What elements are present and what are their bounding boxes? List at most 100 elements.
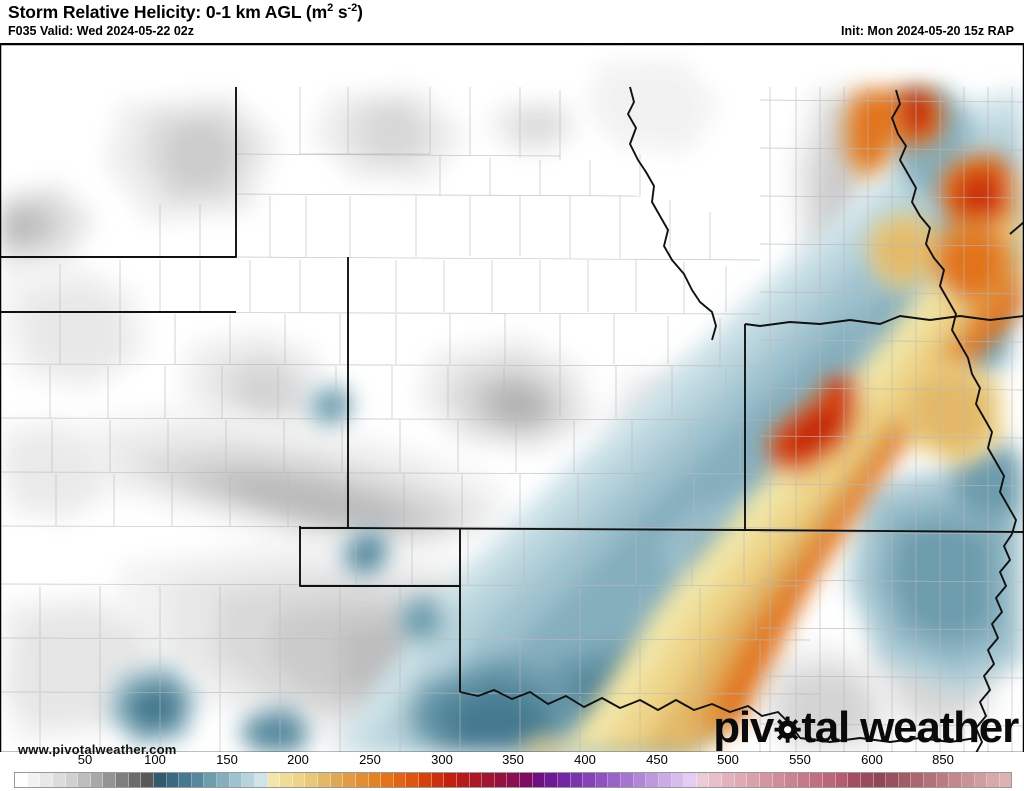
colorbar-swatch — [709, 773, 722, 787]
colorbar-swatch — [431, 773, 445, 787]
state-boundaries — [0, 86, 1024, 752]
colorbar-swatch — [330, 773, 344, 787]
colorbar-swatch — [848, 773, 861, 787]
colorbar-swatch — [785, 773, 798, 787]
colorbar-swatch — [961, 773, 975, 787]
colorbar-swatch — [595, 773, 609, 787]
colorbar-swatch — [671, 773, 685, 787]
grayscale-field — [0, 59, 1010, 752]
watermark-url: www.pivotalweather.com — [18, 742, 177, 757]
colorbar-swatch — [393, 773, 407, 787]
colorbar-swatch — [343, 773, 356, 787]
colorbar-swatch — [355, 773, 369, 787]
colorbar-swatch — [974, 773, 988, 787]
colorbar-swatch — [128, 773, 142, 787]
colorbar-swatch — [141, 773, 154, 787]
colorbar-swatch — [267, 773, 281, 787]
colorbar-swatch — [999, 773, 1012, 787]
colorbar-tick-label: 450 — [646, 752, 668, 767]
colorbar-swatch — [52, 773, 66, 787]
colorbar-swatch — [633, 773, 647, 787]
colorbar-swatch — [65, 773, 79, 787]
colorbar-tick-label: 100 — [144, 752, 166, 767]
colorbar-swatch — [886, 773, 899, 787]
colorbar-tick-labels: 50 100 150 200 250 300 350 400 450 500 550 600 850 — [0, 752, 1024, 770]
header: Storm Relative Helicity: 0-1 km AGL (m2 … — [0, 0, 1024, 43]
colorbar-swatch — [494, 773, 508, 787]
colorbar-swatch — [507, 773, 520, 787]
colorbar-tick-label: 850 — [932, 752, 954, 767]
colorbar-swatch — [924, 773, 937, 787]
colorbar-swatch — [898, 773, 912, 787]
colorbar-swatch — [797, 773, 811, 787]
colorbar-swatch — [557, 773, 571, 787]
logo-text-part1: piv — [713, 703, 774, 752]
colorbar-swatch — [27, 773, 41, 787]
colorbar-tick-label: 350 — [502, 752, 524, 767]
colorbar-tick-label: 150 — [216, 752, 238, 767]
colorbar-swatch — [103, 773, 116, 787]
colorbar-swatch — [419, 773, 432, 787]
colorbar-swatch — [305, 773, 318, 787]
county-boundaries — [0, 87, 1024, 752]
colorbar-swatch — [90, 773, 104, 787]
colorbar-swatch — [772, 773, 786, 787]
colorbar-swatch — [153, 773, 167, 787]
colorbar-swatch — [545, 773, 558, 787]
colorbar-swatch — [520, 773, 533, 787]
colorbar-swatch — [116, 773, 129, 787]
valid-time-label: F035 Valid: Wed 2024-05-22 02z — [8, 24, 194, 38]
colorbar-swatch — [318, 773, 331, 787]
colorbar-swatch — [280, 773, 293, 787]
title-text: Storm Relative Helicity: 0-1 km AGL (m — [8, 2, 328, 22]
colorbar-tick-label: 300 — [431, 752, 453, 767]
colorbar-swatch — [166, 773, 180, 787]
colorbar-swatch — [292, 773, 306, 787]
colorbar-swatch — [583, 773, 596, 787]
colorbar-tick-label: 250 — [359, 752, 381, 767]
colorbar-swatch — [810, 773, 823, 787]
colorbar-swatch — [254, 773, 268, 787]
colorbar-swatch — [15, 773, 28, 787]
colorbar-swatch — [482, 773, 495, 787]
colorbar-swatch — [40, 773, 53, 787]
colorbar-swatch — [911, 773, 924, 787]
colorbar-swatch — [658, 773, 672, 787]
colorbar-swatch — [368, 773, 382, 787]
gear-icon — [774, 716, 801, 744]
colorbar-swatch — [179, 773, 192, 787]
colorbar-swatch — [759, 773, 773, 787]
colorbar-swatch — [204, 773, 217, 787]
colorbar-area: 50 100 150 200 250 300 350 400 450 500 550 600 850 — [0, 752, 1024, 791]
colorbar-swatch — [734, 773, 748, 787]
colorbar-swatch — [747, 773, 760, 787]
colorbar-tick-label: 550 — [789, 752, 811, 767]
colorbar-swatch — [608, 773, 621, 787]
colorbar-swatch — [722, 773, 735, 787]
colorbar-swatch — [191, 773, 205, 787]
colorbar-swatch — [381, 773, 394, 787]
colorbar-swatch — [936, 773, 950, 787]
colorbar-tick-label: 600 — [861, 752, 883, 767]
colorbar-swatch — [646, 773, 659, 787]
title-superscript-2: -2 — [347, 2, 358, 15]
colorbar-swatch — [949, 773, 962, 787]
colorbar-swatch — [873, 773, 887, 787]
init-time-label: Init: Mon 2024-05-20 15z RAP — [841, 24, 1014, 38]
colorbar-swatch — [835, 773, 849, 787]
map-svg — [0, 44, 1024, 752]
colorbar-tick-label: 50 — [77, 752, 93, 767]
colorbar-swatch — [532, 773, 546, 787]
title-end: ) — [357, 2, 363, 22]
colorbar-swatch — [570, 773, 584, 787]
colorbar-tick-label: 400 — [574, 752, 596, 767]
title-mid: s — [333, 2, 348, 22]
colorbar-swatch — [242, 773, 255, 787]
colorbar[interactable] — [14, 772, 1012, 788]
map-canvas[interactable] — [0, 43, 1024, 752]
colorbar-swatch — [456, 773, 470, 787]
colorbar-swatch — [696, 773, 710, 787]
colorbar-swatch — [823, 773, 836, 787]
colorbar-swatch — [217, 773, 230, 787]
